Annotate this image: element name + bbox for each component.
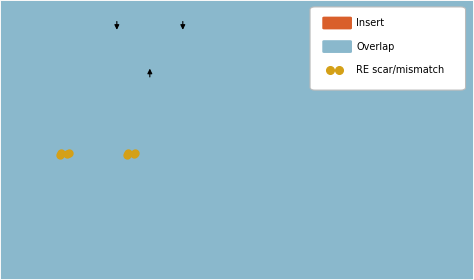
Ellipse shape bbox=[100, 161, 171, 186]
Ellipse shape bbox=[39, 161, 110, 186]
Text: Linearized
dsDNA vector: Linearized dsDNA vector bbox=[282, 206, 353, 228]
Ellipse shape bbox=[27, 157, 121, 190]
Text: OR: OR bbox=[197, 166, 220, 181]
Ellipse shape bbox=[89, 157, 183, 190]
FancyBboxPatch shape bbox=[276, 28, 318, 50]
Text: RE scar/mismatch: RE scar/mismatch bbox=[356, 65, 445, 75]
FancyBboxPatch shape bbox=[310, 7, 465, 90]
Text: Overlap: Overlap bbox=[356, 41, 394, 52]
FancyBboxPatch shape bbox=[322, 17, 352, 29]
FancyBboxPatch shape bbox=[50, 49, 233, 71]
Text: Insert: Insert bbox=[356, 18, 384, 28]
FancyBboxPatch shape bbox=[322, 40, 352, 53]
FancyBboxPatch shape bbox=[15, 49, 61, 71]
FancyBboxPatch shape bbox=[50, 28, 287, 50]
FancyBboxPatch shape bbox=[19, 28, 61, 50]
Text: dsDNA fragment: dsDNA fragment bbox=[165, 80, 252, 90]
Text: Nick: Nick bbox=[106, 6, 128, 16]
